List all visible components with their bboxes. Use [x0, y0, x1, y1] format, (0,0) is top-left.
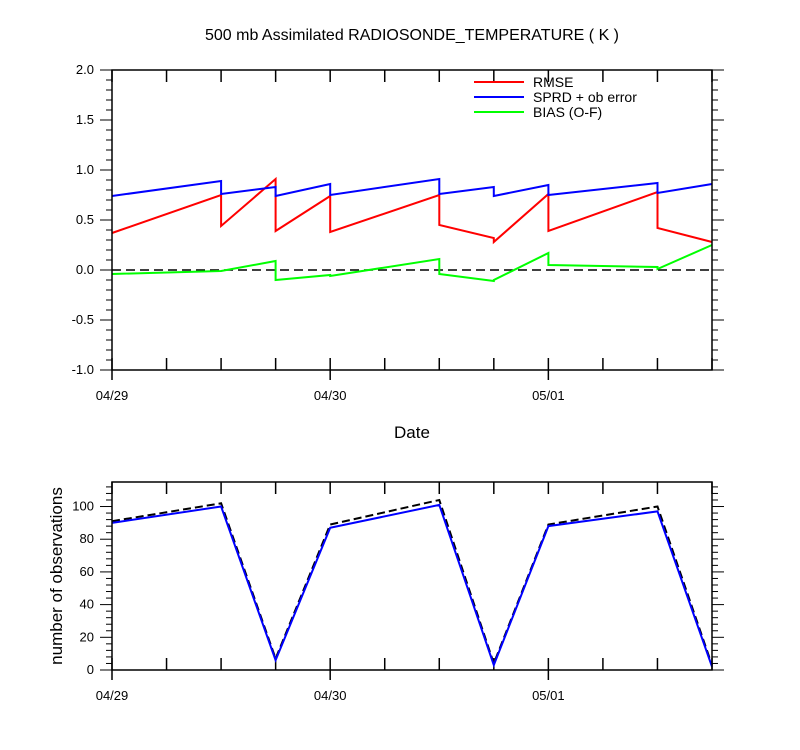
x-tick-label: 05/01 — [532, 688, 565, 703]
y-tick-label: 1.0 — [76, 162, 94, 177]
top-plot-frame — [111, 69, 713, 371]
y-axis-title-observations: number of observations — [47, 487, 66, 665]
x-tick-label: 04/29 — [96, 388, 129, 403]
bottom-series-group — [111, 498, 713, 669]
y-tick-label: 20 — [80, 629, 94, 644]
legend: RMSE SPRD + ob error BIAS (O-F) — [474, 74, 637, 120]
y-tick-label: 2.0 — [76, 62, 94, 77]
y-tick-label: 100 — [72, 499, 94, 514]
x-tick-label: 05/01 — [532, 388, 565, 403]
x-axis-title: Date — [394, 423, 430, 442]
series-line-bias-o-f — [111, 244, 713, 283]
y-tick-label: 0.5 — [76, 212, 94, 227]
y-tick-label: 80 — [80, 531, 94, 546]
legend-label-sprd: SPRD + ob error — [533, 89, 637, 105]
y-tick-label: 60 — [80, 564, 94, 579]
top-axis-labels: 04/29 04/30 05/01 -1.0 -0.5 0.0 0.5 1.0 1.5 2.0 — [72, 62, 565, 403]
y-tick-label: -1.0 — [72, 362, 94, 377]
legend-label-bias: BIAS (O-F) — [533, 104, 602, 120]
chart-title: 500 mb Assimilated RADIOSONDE_TEMPERATUR… — [205, 27, 619, 44]
bottom-axis-labels: 04/29 04/30 05/01 0 20 40 60 80 100 — [72, 499, 564, 703]
series-line-rmse — [111, 176, 713, 245]
bottom-plot-frame — [111, 481, 713, 671]
y-tick-label: -0.5 — [72, 312, 94, 327]
bottom-axis-ticks — [100, 482, 724, 680]
x-tick-label: 04/29 — [96, 688, 129, 703]
top-axis-ticks — [100, 69, 724, 380]
series-line-assimilated-observations — [111, 503, 713, 669]
legend-label-rmse: RMSE — [533, 74, 573, 90]
series-line-total-observations — [111, 498, 713, 667]
y-tick-label: 0.0 — [76, 262, 94, 277]
series-line-sprd-ob-error — [111, 177, 713, 198]
y-tick-label: 0 — [87, 662, 94, 677]
y-tick-label: 1.5 — [76, 112, 94, 127]
y-tick-label: 40 — [80, 597, 94, 612]
x-tick-label: 04/30 — [314, 388, 347, 403]
x-tick-label: 04/30 — [314, 688, 347, 703]
top-series-group — [111, 176, 713, 283]
